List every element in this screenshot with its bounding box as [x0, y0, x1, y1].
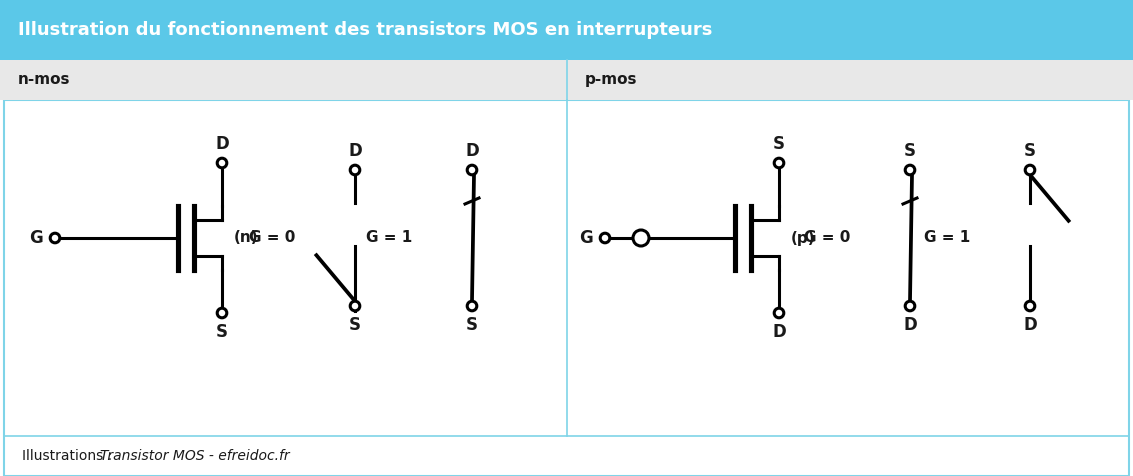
- Circle shape: [218, 158, 227, 168]
- Circle shape: [600, 233, 610, 243]
- Circle shape: [1025, 165, 1034, 175]
- Bar: [0, 0, 1133, 60]
- Text: Illustrations :: Illustrations :: [22, 449, 117, 463]
- Bar: [5, 100, 1128, 476]
- Text: G = 1: G = 1: [366, 230, 412, 246]
- Text: Transistor MOS - efreidoc.fr: Transistor MOS - efreidoc.fr: [100, 449, 290, 463]
- Text: D: D: [466, 142, 479, 160]
- Text: G = 0: G = 0: [803, 230, 850, 246]
- Circle shape: [633, 230, 649, 246]
- Circle shape: [905, 301, 914, 311]
- Text: Illustration du fonctionnement des transistors MOS en interrupteurs: Illustration du fonctionnement des trans…: [18, 21, 713, 39]
- Text: S: S: [466, 316, 478, 334]
- Text: D: D: [903, 316, 917, 334]
- Bar: [0, 60, 1133, 100]
- Circle shape: [350, 301, 360, 311]
- Text: S: S: [216, 323, 228, 341]
- Text: S: S: [349, 316, 361, 334]
- Text: (p): (p): [791, 230, 816, 246]
- Text: G = 1: G = 1: [923, 230, 970, 246]
- Circle shape: [467, 165, 477, 175]
- Circle shape: [774, 158, 784, 168]
- Text: G: G: [29, 229, 43, 247]
- Text: S: S: [1024, 142, 1036, 160]
- Circle shape: [905, 165, 914, 175]
- Text: D: D: [772, 323, 786, 341]
- Text: n-mos: n-mos: [18, 72, 70, 88]
- Text: D: D: [1023, 316, 1037, 334]
- Text: S: S: [773, 135, 785, 153]
- Circle shape: [1025, 301, 1034, 311]
- Circle shape: [350, 165, 360, 175]
- Circle shape: [218, 308, 227, 318]
- Circle shape: [50, 233, 60, 243]
- Text: (n): (n): [235, 230, 258, 246]
- Text: D: D: [348, 142, 361, 160]
- Text: G = 0: G = 0: [248, 230, 295, 246]
- Text: p-mos: p-mos: [585, 72, 637, 88]
- Text: D: D: [215, 135, 229, 153]
- Circle shape: [774, 308, 784, 318]
- Text: S: S: [904, 142, 915, 160]
- Circle shape: [467, 301, 477, 311]
- Text: G: G: [579, 229, 593, 247]
